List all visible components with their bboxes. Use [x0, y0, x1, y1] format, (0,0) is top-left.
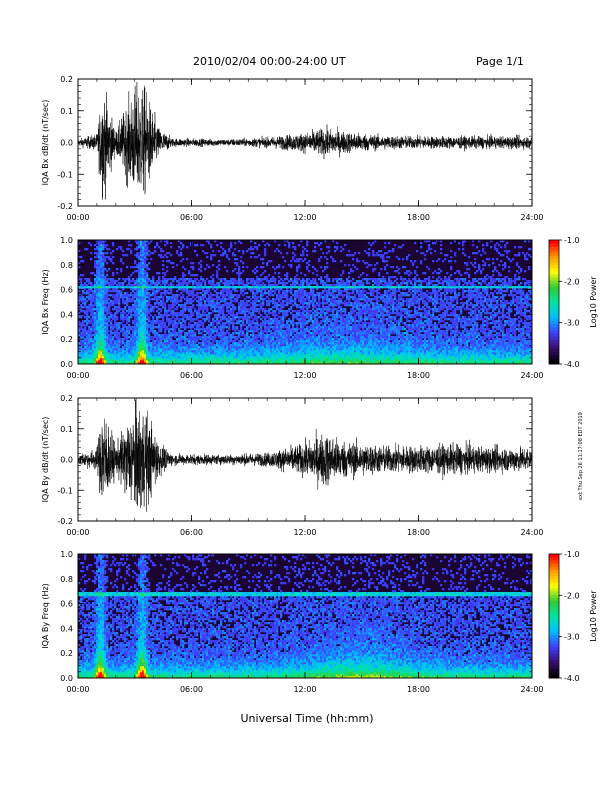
panel-2: -1.0 -2.0 -3.0 -4.0 Log10 Power 1.0 0.8 0.6 0.4 0…: [41, 236, 598, 380]
y-tick-label: 0.2: [60, 75, 73, 84]
colorbar-tick-label: -4.0: [564, 360, 580, 369]
x-tick-label: 12:00: [293, 685, 316, 694]
x-tick-label: 24:00: [520, 371, 543, 380]
y-tick-label: 0.6: [60, 286, 73, 295]
x-tick-label: 00:00: [66, 213, 89, 222]
colorbar-tick-label: -3.0: [564, 633, 580, 642]
y-tick-label: -0.2: [57, 517, 73, 526]
y-tick-label: 0.8: [60, 575, 73, 584]
y-tick-label: -0.2: [57, 202, 73, 211]
y-tick-label: 0.0: [60, 456, 73, 465]
colorbar-tick-label: -1.0: [564, 550, 580, 559]
x-tick-label: 06:00: [180, 371, 203, 380]
page-number: Page 1/1: [476, 55, 524, 68]
waveform-trace: [78, 398, 532, 512]
x-tick-label: 24:00: [520, 685, 543, 694]
y-tick-label: 0.0: [60, 139, 73, 148]
y-tick-label: 0.0: [60, 674, 73, 683]
colorbar-label: Log10 Power: [589, 276, 598, 328]
x-tick-label: 18:00: [407, 213, 430, 222]
panel-1: 0.2 0.1 0.0 -0.1 -0.2 00:00 06:00 12:00 18:00 24:…: [41, 75, 544, 222]
colorbar: [548, 239, 560, 365]
x-tick-label: 06:00: [180, 528, 203, 537]
y-tick-label: 1.0: [60, 236, 73, 245]
y-axis-label: IQA By Freq (Hz): [41, 583, 50, 649]
x-tick-label: 12:00: [293, 213, 316, 222]
y-tick-label: 0.1: [60, 107, 73, 116]
y-tick-label: 0.6: [60, 600, 73, 609]
y-axis-label: IQA Bx Freq (Hz): [41, 269, 50, 335]
y-tick-label: 0.2: [60, 649, 73, 658]
x-tick-label: 06:00: [180, 685, 203, 694]
x-tick-label: 00:00: [66, 685, 89, 694]
y-tick-label: 0.4: [60, 624, 73, 633]
x-tick-label: 18:00: [407, 528, 430, 537]
y-tick-label: 0.4: [60, 310, 73, 319]
x-tick-label: 24:00: [520, 213, 543, 222]
colorbar-label: Log10 Power: [589, 590, 598, 642]
y-axis-label: IQA By dB/dt (nT/sec): [41, 417, 50, 503]
x-tick-label: 12:00: [293, 371, 316, 380]
x-tick-label: 00:00: [66, 371, 89, 380]
x-tick-label: 12:00: [293, 528, 316, 537]
x-tick-label: 00:00: [66, 528, 89, 537]
colorbar-tick-label: -3.0: [564, 319, 580, 328]
date-range-title: 2010/02/04 00:00-24:00 UT: [193, 55, 346, 68]
x-tick-label: 18:00: [407, 371, 430, 380]
y-tick-label: -0.1: [57, 486, 73, 495]
y-tick-label: 0.0: [60, 360, 73, 369]
x-tick-label: 18:00: [407, 685, 430, 694]
colorbar-tick-label: -4.0: [564, 674, 580, 683]
colorbar-tick-label: -2.0: [564, 277, 580, 286]
y-tick-label: 0.8: [60, 261, 73, 270]
panel-3: 0.2 0.1 0.0 -0.1 -0.2 00:00 06:00 12:00 18:00 24:…: [41, 394, 544, 537]
y-tick-label: 1.0: [60, 550, 73, 559]
y-tick-label: 0.2: [60, 335, 73, 344]
y-axis-label: IQA Bx dB/dt (nT/sec): [41, 100, 50, 186]
panel-4: -1.0 -2.0 -3.0 -4.0 Log10 Power 1.0 0.8 0.6 0.4 0…: [41, 550, 598, 694]
colorbar: [548, 553, 560, 679]
y-tick-label: 0.1: [60, 425, 73, 434]
generation-stamp: ext Thu Sep 26 11:17:08 EDT 2019: [578, 412, 584, 500]
y-tick-label: -0.1: [57, 170, 73, 179]
x-axis-label: Universal Time (hh:mm): [241, 712, 374, 725]
x-tick-label: 24:00: [520, 528, 543, 537]
x-tick-label: 06:00: [180, 213, 203, 222]
colorbar-tick-label: -1.0: [564, 236, 580, 245]
y-tick-label: 0.2: [60, 394, 73, 403]
waveform-trace: [78, 81, 532, 200]
colorbar-tick-label: -2.0: [564, 591, 580, 600]
